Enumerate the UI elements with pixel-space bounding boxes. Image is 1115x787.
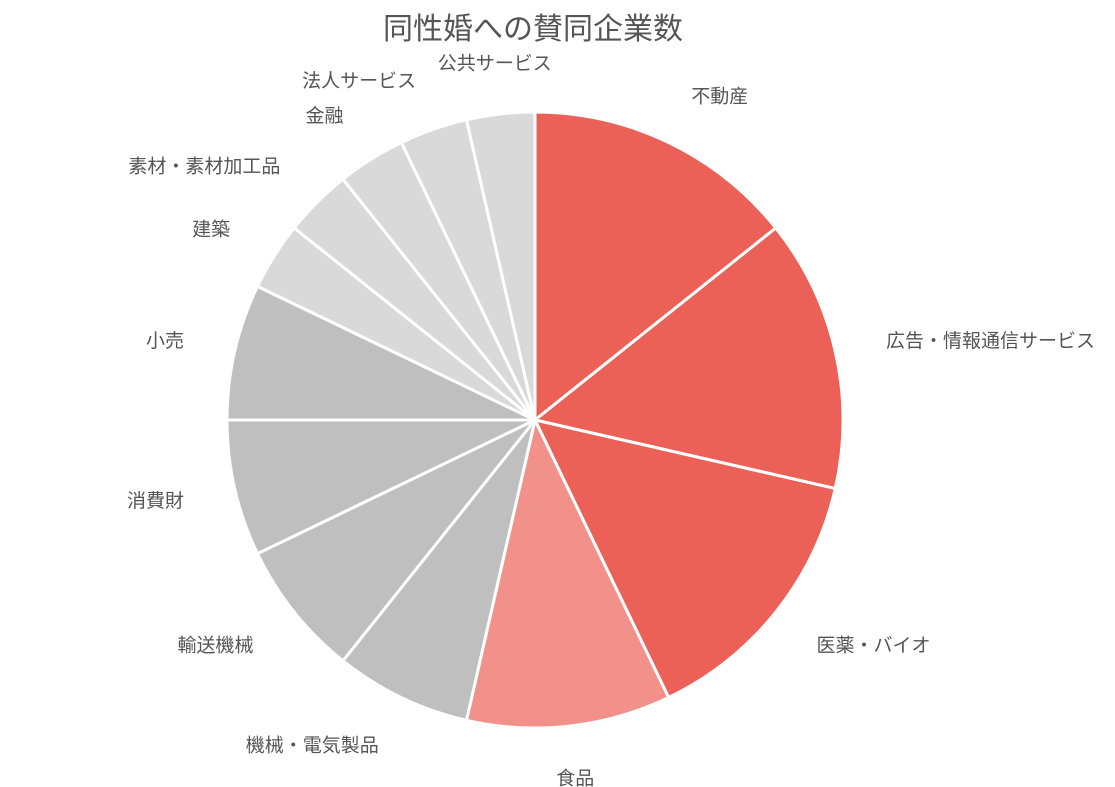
pie-slice [225, 418, 536, 556]
pie-slices [225, 110, 845, 730]
slice-label: 食品 [556, 768, 594, 787]
slice-label: 医薬・バイオ [817, 635, 931, 657]
pie-slice [464, 415, 671, 730]
slice-label: 輸送機械 [177, 635, 253, 657]
pie-slice [255, 418, 537, 663]
pie-slice [464, 110, 537, 421]
pie-slice [533, 110, 778, 424]
pie-slice [532, 417, 838, 700]
slice-label: 公共サービス [438, 52, 552, 74]
slice-label: 金融 [305, 105, 343, 127]
slice-label: 素材・素材加工品 [128, 155, 280, 177]
slice-label: 不動産 [691, 86, 748, 108]
slice-label: 機械・電気製品 [246, 734, 379, 756]
slice-label: 建築 [192, 219, 230, 241]
slice-label: 法人サービス [302, 70, 416, 92]
pie-slice [225, 284, 536, 422]
slice-label: 小売 [146, 330, 184, 352]
chart-title: 同性婚への賛同企業数 [383, 12, 683, 47]
slice-label: 消費財 [127, 490, 184, 512]
pie-slice [531, 225, 845, 491]
pie-slice [340, 419, 537, 723]
slice-label: 広告・情報通信サービス [886, 330, 1095, 352]
